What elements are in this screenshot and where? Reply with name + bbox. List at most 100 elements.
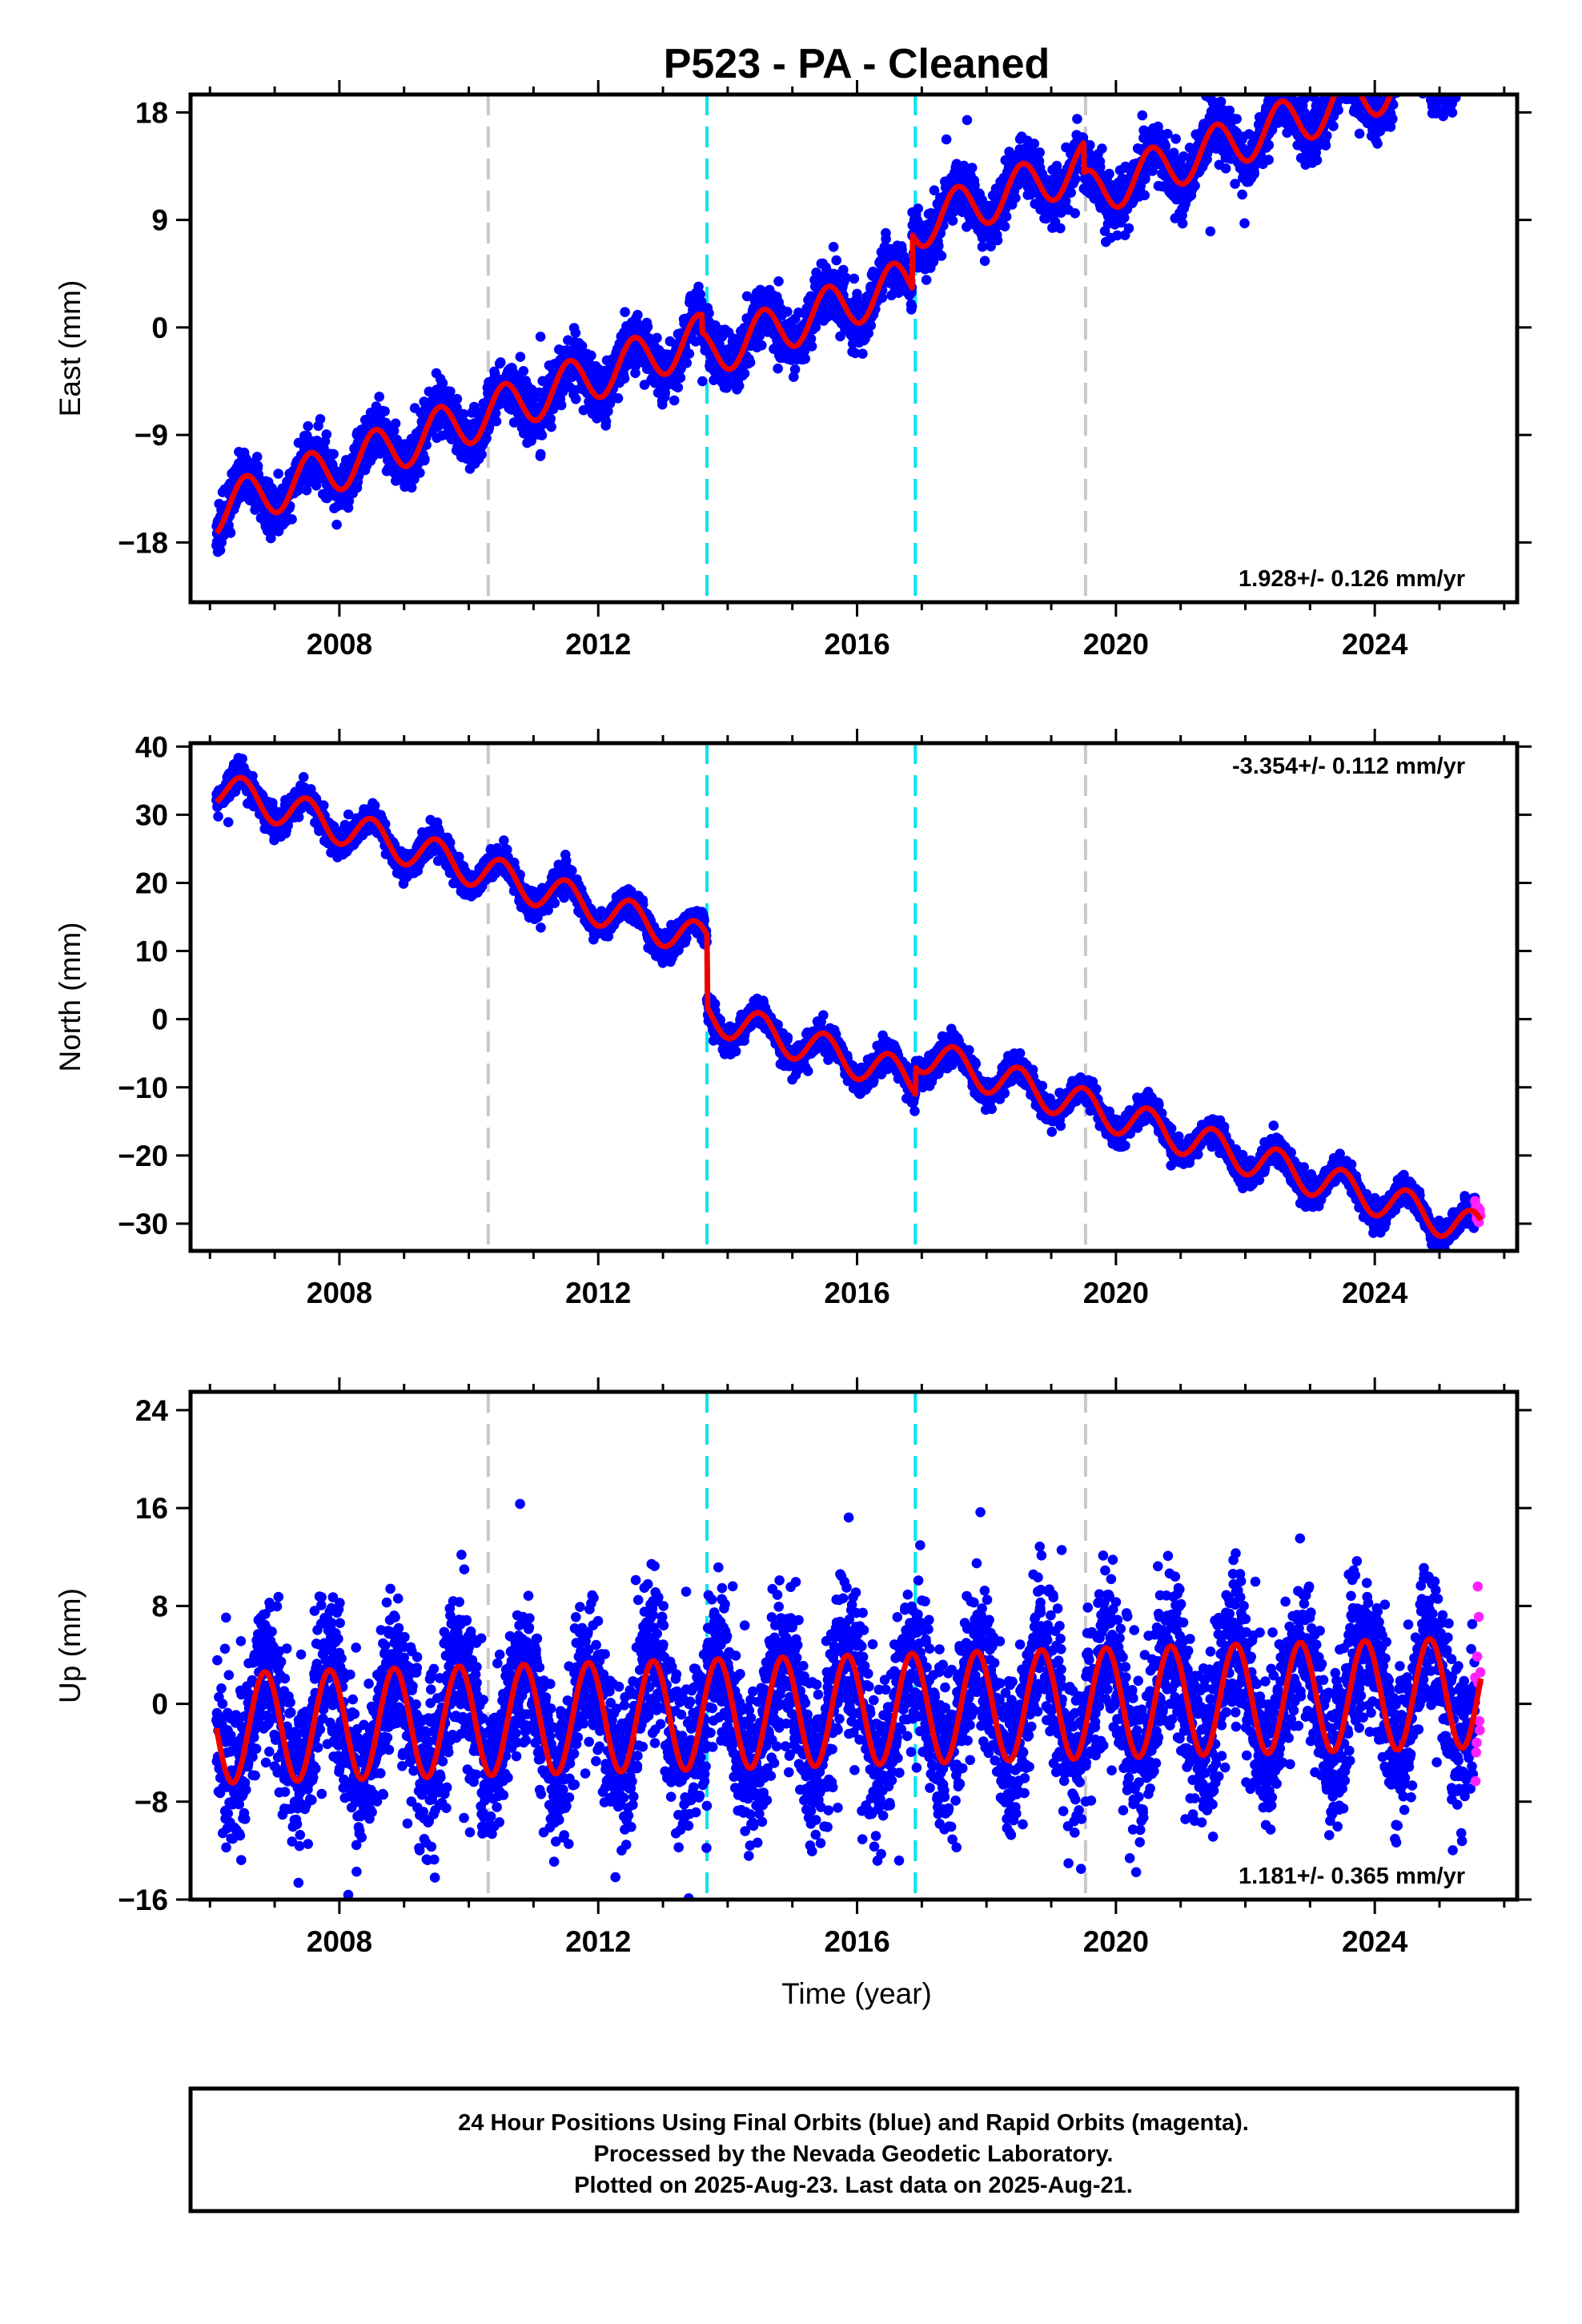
east-final-point xyxy=(1097,143,1107,154)
east-final-point xyxy=(806,341,817,352)
east-final-point xyxy=(1231,114,1242,124)
east-final-point xyxy=(311,480,322,491)
east-final-point xyxy=(420,453,430,464)
east-final-point xyxy=(1220,163,1231,174)
east-final-point xyxy=(415,468,425,478)
east-final-point xyxy=(1104,168,1114,179)
east-plot-area xyxy=(211,73,1461,602)
east-final-point xyxy=(374,392,385,402)
east-final-point xyxy=(1190,180,1200,191)
east-final-point xyxy=(1070,208,1080,219)
east-final-point xyxy=(999,221,1010,232)
east-final-point xyxy=(936,251,947,261)
east-final-point xyxy=(619,373,630,384)
east-final-point xyxy=(828,242,839,252)
east-final-point xyxy=(913,203,923,214)
east-final-point xyxy=(536,448,546,460)
east-final-point xyxy=(857,348,868,360)
east-final-point xyxy=(546,421,556,432)
east-final-point xyxy=(331,519,342,530)
east-final-point xyxy=(921,275,932,285)
east-final-point xyxy=(556,400,567,411)
east-final-point xyxy=(1137,110,1148,121)
east-final-point xyxy=(600,416,612,427)
east-final-point xyxy=(906,301,917,312)
east-final-point xyxy=(757,340,767,351)
east-final-point xyxy=(343,496,355,507)
east-final-point xyxy=(1177,218,1188,229)
east-final-point xyxy=(1160,140,1170,151)
east-final-point xyxy=(773,363,783,374)
east-final-point xyxy=(379,406,390,416)
east-final-point xyxy=(704,308,714,319)
east-final-point xyxy=(1284,82,1295,92)
east-final-point xyxy=(1001,211,1012,222)
east-final-point xyxy=(1270,77,1280,87)
east-final-point xyxy=(782,307,793,317)
east-final-point xyxy=(1269,74,1279,84)
east-final-point xyxy=(789,364,801,375)
east-final-point xyxy=(966,163,978,173)
east-final-point xyxy=(390,418,401,429)
east-final-point xyxy=(881,234,891,244)
east-final-point xyxy=(947,215,958,226)
east-final-point xyxy=(1139,190,1150,201)
east-final-point xyxy=(515,352,526,362)
east-final-point xyxy=(1287,83,1298,94)
east-final-point xyxy=(1239,218,1250,229)
east-final-point xyxy=(684,348,695,360)
east-final-point xyxy=(669,395,680,406)
east-final-point xyxy=(302,430,312,441)
east-final-point xyxy=(301,485,312,496)
east-final-point xyxy=(852,288,862,300)
east-final-point xyxy=(321,429,332,440)
east-final-point xyxy=(1123,223,1134,234)
east-final-point xyxy=(1066,187,1076,198)
east-final-point xyxy=(1320,140,1331,151)
east-final-point xyxy=(586,350,596,361)
east-final-point xyxy=(1072,114,1082,124)
east-final-point xyxy=(773,276,784,287)
east-final-point xyxy=(733,380,745,392)
east-final-point xyxy=(252,460,263,472)
east-final-point xyxy=(979,255,990,267)
east-final-point xyxy=(1034,147,1045,158)
east-final-point xyxy=(496,357,506,368)
east-final-point xyxy=(800,353,810,364)
east-final-point xyxy=(518,366,529,376)
east-final-point xyxy=(452,393,463,404)
east-final-point xyxy=(745,357,756,368)
east-final-point xyxy=(1010,192,1021,203)
east-final-point xyxy=(1070,174,1081,184)
east-final-point xyxy=(1275,79,1286,90)
east-final-point xyxy=(251,452,263,462)
east-final-point xyxy=(1265,81,1275,91)
east-final-point xyxy=(992,235,1003,246)
east-final-point xyxy=(1029,139,1040,149)
east-final-point xyxy=(315,414,326,424)
east-final-point xyxy=(675,372,686,384)
east-final-point xyxy=(294,485,304,495)
east-final-point xyxy=(536,430,548,440)
east-final-point xyxy=(1263,139,1275,151)
east-final-point xyxy=(1215,96,1227,107)
east-final-point xyxy=(1280,73,1291,83)
east-final-point xyxy=(941,134,952,145)
east-final-point xyxy=(406,482,417,493)
east-final-point xyxy=(849,273,860,284)
east-final-point xyxy=(287,514,297,525)
east-final-point xyxy=(491,416,502,427)
east-final-point xyxy=(1269,79,1279,90)
east-final-point xyxy=(215,545,226,556)
east-final-point xyxy=(612,393,624,404)
east-final-point xyxy=(1237,189,1247,200)
east-final-point xyxy=(739,368,750,379)
east-final-point xyxy=(620,307,630,318)
east-final-point xyxy=(1269,78,1279,89)
east-final-point xyxy=(831,255,841,266)
east-final-point xyxy=(535,332,546,342)
east-final-point xyxy=(1055,223,1066,234)
